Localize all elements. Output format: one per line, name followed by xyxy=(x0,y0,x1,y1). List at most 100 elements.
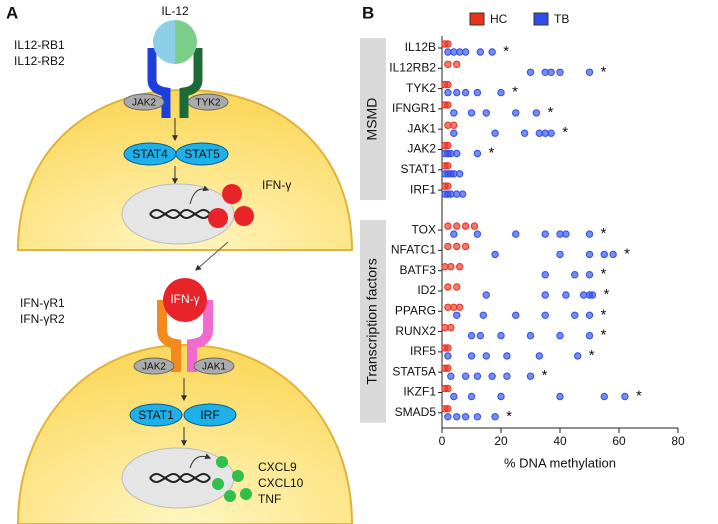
label: IFN-γ xyxy=(262,178,291,192)
data-point xyxy=(526,68,535,77)
x-tick-label: 0 xyxy=(439,434,446,448)
data-point xyxy=(482,291,490,299)
data-point xyxy=(444,384,452,393)
data-point xyxy=(444,283,452,291)
data-point xyxy=(453,222,461,230)
data-point xyxy=(473,413,482,421)
label: IRF xyxy=(200,408,219,422)
arrow xyxy=(189,453,212,469)
data-point xyxy=(444,413,452,421)
data-point xyxy=(585,331,594,340)
category-label: IFNGR1 xyxy=(392,101,436,115)
significance: * xyxy=(562,124,568,141)
data-point xyxy=(444,405,452,413)
data-point xyxy=(535,352,544,360)
data-point xyxy=(491,413,499,421)
cytokine xyxy=(216,456,228,468)
category-label: IRF1 xyxy=(410,182,436,196)
significance: * xyxy=(601,225,607,242)
group-box xyxy=(360,220,386,423)
label: TYK2 xyxy=(195,98,220,109)
data-point xyxy=(600,250,608,259)
significance: * xyxy=(512,84,518,101)
label: STAT4 xyxy=(132,147,168,161)
cytokine xyxy=(224,490,236,502)
data-point xyxy=(571,311,579,319)
category-label: ID2 xyxy=(417,283,436,297)
receptor xyxy=(157,300,181,372)
data-point xyxy=(585,250,594,259)
data-point xyxy=(458,190,467,198)
x-tick-label: 40 xyxy=(553,434,567,448)
significance: * xyxy=(604,286,610,303)
ligand xyxy=(163,278,207,322)
data-point xyxy=(512,311,520,319)
data-point xyxy=(456,170,464,178)
data-point xyxy=(453,60,461,69)
category-label: TOX xyxy=(412,222,436,236)
category-label: IKZF1 xyxy=(403,385,436,399)
cytokine xyxy=(240,488,252,500)
data-point xyxy=(488,48,496,56)
data-point xyxy=(491,129,499,137)
data-point xyxy=(461,222,470,230)
data-point xyxy=(473,230,482,238)
significance: * xyxy=(488,144,494,161)
data-point xyxy=(512,230,520,238)
significance: * xyxy=(636,387,642,404)
data-point xyxy=(453,283,461,291)
data-point xyxy=(571,271,579,279)
data-point xyxy=(444,352,452,360)
cytokine xyxy=(222,184,242,204)
data-point xyxy=(444,80,452,89)
cytokine xyxy=(212,478,224,490)
data-point xyxy=(497,88,505,97)
significance: * xyxy=(547,104,553,121)
data-point xyxy=(461,413,470,421)
label: IL12-RB2 xyxy=(14,54,65,68)
group-label: Transcription factors xyxy=(364,258,380,384)
panel-a: A IL-12 IL12-RB1 IL12-RB2 JAK2 TYK2 STAT… xyxy=(6,3,354,524)
data-point xyxy=(444,182,452,190)
dna xyxy=(149,208,211,220)
x-tick-label: 60 xyxy=(612,434,626,448)
data-point xyxy=(470,222,479,230)
label: STAT1 xyxy=(138,408,174,422)
data-point xyxy=(453,242,461,251)
ligand xyxy=(153,20,175,64)
data-point xyxy=(461,372,470,380)
data-point xyxy=(461,48,470,56)
data-point xyxy=(556,250,564,259)
data-point xyxy=(526,372,535,380)
data-point xyxy=(473,372,482,380)
data-point xyxy=(444,88,452,97)
category-label: IL12B xyxy=(405,40,436,54)
label: JAK2 xyxy=(142,362,166,373)
data-point xyxy=(467,352,476,360)
data-point xyxy=(444,242,452,251)
kinase xyxy=(123,93,165,111)
legend-label: HC xyxy=(490,12,508,26)
category-label: STAT1 xyxy=(400,162,436,176)
ligand xyxy=(175,20,197,64)
data-point xyxy=(585,68,594,77)
kinase xyxy=(187,93,229,111)
data-point xyxy=(444,141,452,150)
panel-label: A xyxy=(6,3,18,22)
data-point xyxy=(453,311,461,319)
data-point xyxy=(473,149,482,158)
kinase xyxy=(133,357,175,375)
data-point xyxy=(556,68,564,77)
data-point xyxy=(600,392,608,401)
data-point xyxy=(547,129,555,137)
data-point xyxy=(444,40,452,48)
data-point xyxy=(562,291,570,299)
data-point xyxy=(562,230,570,238)
x-tick-label: 80 xyxy=(671,434,685,448)
data-point xyxy=(497,392,505,401)
data-point xyxy=(556,331,564,340)
data-point xyxy=(482,352,490,360)
data-point xyxy=(488,372,496,380)
data-point xyxy=(444,222,452,230)
data-point xyxy=(532,109,541,117)
